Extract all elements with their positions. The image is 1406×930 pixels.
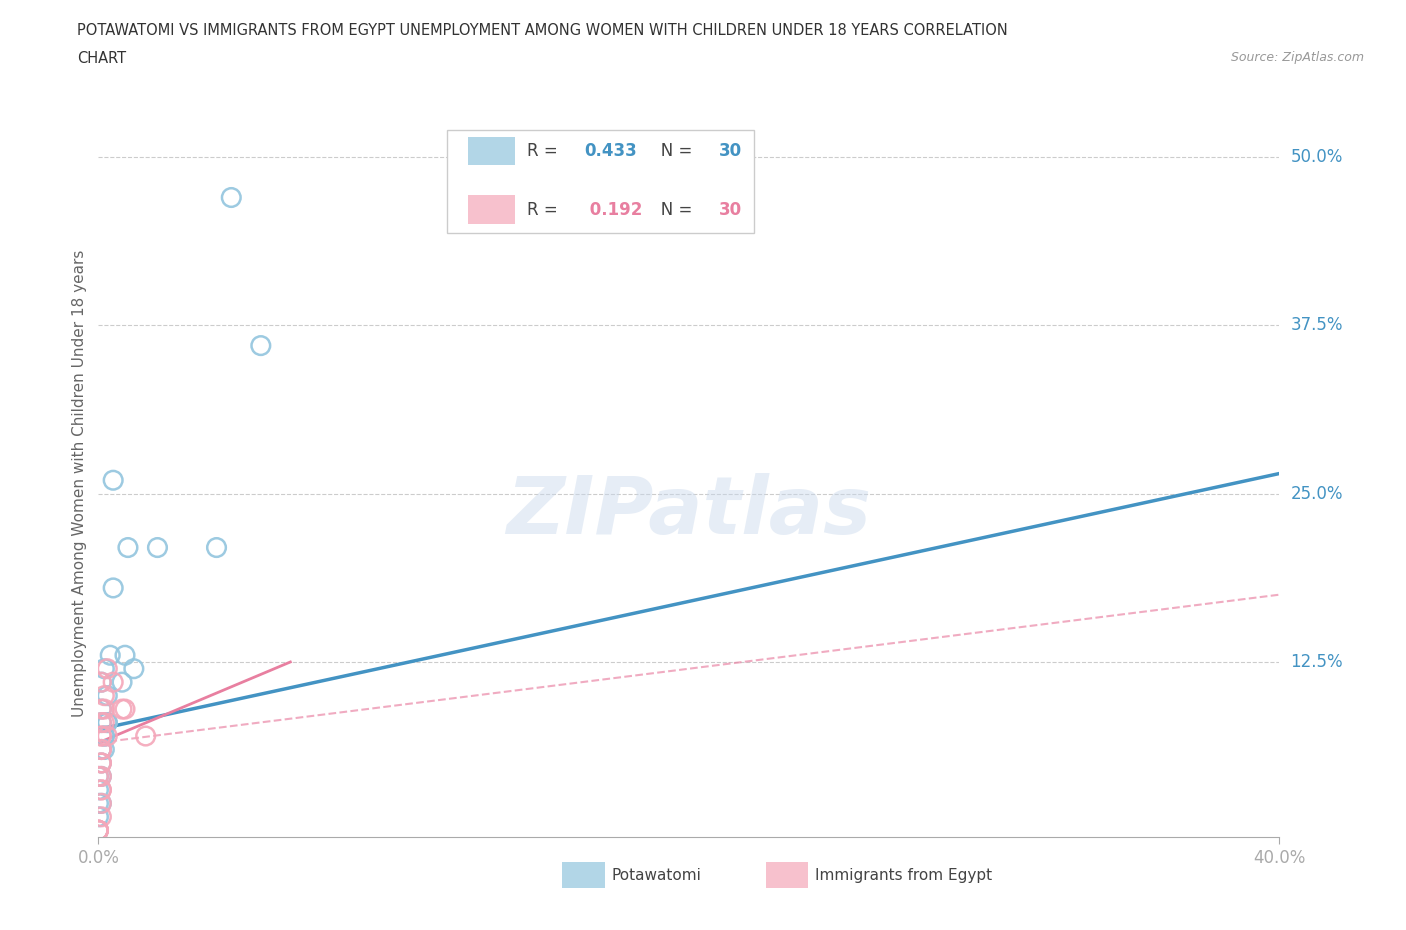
Point [90,728,112,743]
Point [87,823,110,838]
Point [114,701,136,716]
Text: R =: R = [527,141,564,160]
Point [87,823,110,838]
Point [90,675,112,690]
Text: N =: N = [645,141,697,160]
Point [93,715,115,730]
Text: 0.192: 0.192 [583,201,643,219]
Point [90,796,112,811]
Point [90,742,112,757]
Point [93,728,115,743]
Point [90,769,112,784]
Point [90,782,112,797]
Point [90,701,112,716]
Point [90,769,112,784]
Point [90,796,112,811]
Point [90,728,112,743]
Point [93,728,115,743]
Point [87,769,110,784]
Text: ZIPatlas: ZIPatlas [506,472,872,551]
Point [87,823,110,838]
Text: 25.0%: 25.0% [1291,485,1343,503]
Text: 37.5%: 37.5% [1291,316,1343,335]
Point [250,339,273,353]
Point [93,688,115,703]
Point [114,648,136,663]
FancyBboxPatch shape [447,130,754,232]
Text: 30: 30 [718,201,741,219]
Point [96,715,118,730]
Point [103,580,125,595]
Text: Source: ZipAtlas.com: Source: ZipAtlas.com [1230,51,1364,64]
Point [93,661,115,676]
Point [103,675,125,690]
Point [96,688,118,703]
Point [87,769,110,784]
Point [90,742,112,757]
Point [96,728,118,743]
Point [87,823,110,838]
Point [219,190,242,205]
Text: 30: 30 [718,141,741,160]
Point [87,823,110,838]
Point [93,742,115,757]
Point [96,715,118,730]
Point [90,675,112,690]
Point [90,755,112,770]
Point [96,661,118,676]
Text: N =: N = [645,201,697,219]
Point [90,809,112,824]
Point [93,701,115,716]
Text: 50.0%: 50.0% [1291,148,1343,166]
Point [122,661,145,676]
Point [98,648,121,663]
FancyBboxPatch shape [468,137,516,165]
Text: CHART: CHART [77,51,127,66]
Point [90,701,112,716]
Point [87,796,110,811]
Point [90,782,112,797]
Point [87,809,110,824]
Point [90,755,112,770]
Text: 12.5%: 12.5% [1291,653,1343,671]
Point [87,823,110,838]
Point [111,675,134,690]
Text: 0.433: 0.433 [583,141,637,160]
Text: Potawatomi: Potawatomi [612,868,702,883]
Point [103,472,125,487]
Point [135,728,157,743]
Point [111,701,134,716]
Text: Immigrants from Egypt: Immigrants from Egypt [815,868,993,883]
Point [90,715,112,730]
Point [90,742,112,757]
Point [205,540,228,555]
Text: R =: R = [527,201,564,219]
Point [146,540,169,555]
Point [87,782,110,797]
Point [90,715,112,730]
Point [90,755,112,770]
Point [90,742,112,757]
Point [117,540,139,555]
FancyBboxPatch shape [468,195,516,224]
Y-axis label: Unemployment Among Women with Children Under 18 years: Unemployment Among Women with Children U… [72,250,87,717]
Text: POTAWATOMI VS IMMIGRANTS FROM EGYPT UNEMPLOYMENT AMONG WOMEN WITH CHILDREN UNDER: POTAWATOMI VS IMMIGRANTS FROM EGYPT UNEM… [77,23,1008,38]
